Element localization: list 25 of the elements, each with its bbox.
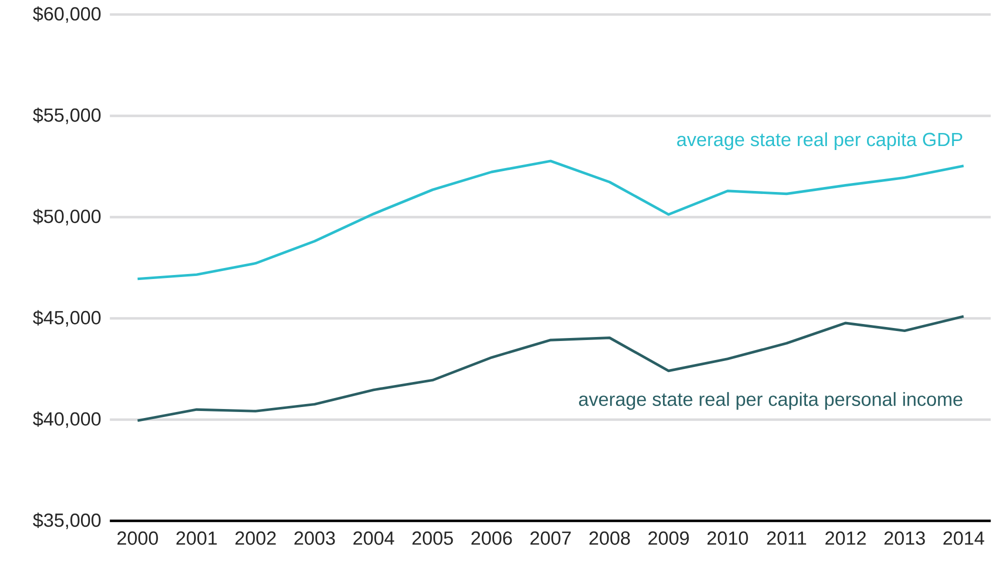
x-tick-label: 2004 — [353, 532, 394, 545]
y-tick-label: $35,000 — [32, 512, 101, 530]
x-tick-label: 2000 — [117, 532, 158, 545]
x-tick-label: 2003 — [294, 532, 335, 545]
x-tick-label: 2007 — [530, 532, 571, 545]
y-tick-label: $45,000 — [32, 310, 101, 327]
x-tick-label: 2005 — [412, 532, 453, 545]
y-tick-label: $55,000 — [32, 108, 101, 124]
text: average state real per capita personal income — [579, 392, 962, 410]
y-tick-label: $50,000 — [32, 208, 101, 226]
x-tick-label: 2009 — [648, 532, 689, 545]
series-label: average state real per capita GDP — [677, 132, 962, 150]
line-series — [136, 160, 965, 280]
x-tick-label: 2008 — [589, 532, 630, 545]
y-tick-label: $40,000 — [32, 411, 101, 428]
x-tick-label: 2014 — [943, 532, 984, 545]
x-tick-label: 2010 — [707, 532, 748, 545]
x-tick-label: 2011 — [767, 532, 806, 545]
x-tick-label: 2013 — [884, 532, 925, 545]
x-tick-label: 2002 — [235, 532, 276, 545]
x-tick-label: 2012 — [825, 532, 866, 545]
x-tick-label: 2001 — [176, 532, 217, 545]
x-tick-label: 2006 — [471, 532, 512, 545]
line-series — [136, 315, 965, 422]
y-tick-label: $60,000 — [32, 6, 101, 23]
